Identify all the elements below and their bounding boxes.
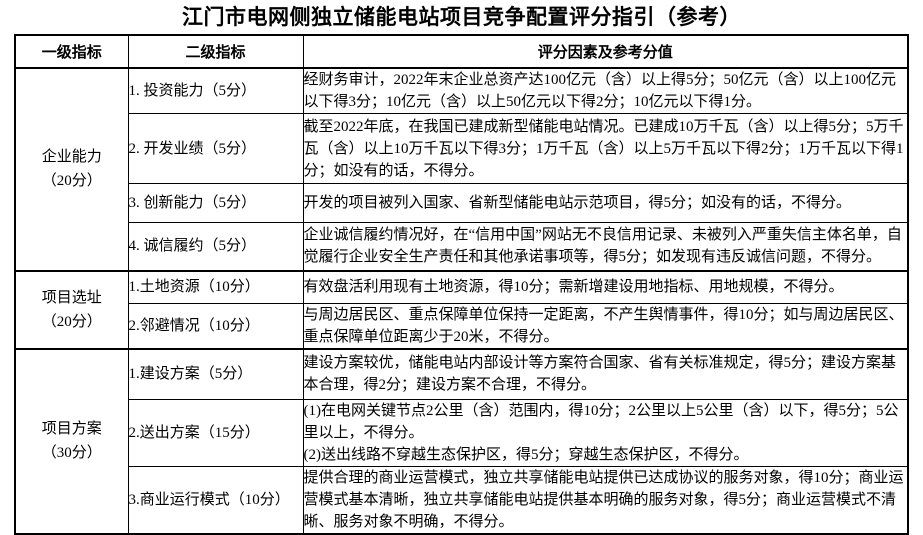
table-row: 2.邻避情况（10分） 与周边居民区、重点保障单位保持一定距离，不产生舆情事件，… bbox=[15, 303, 909, 350]
level1-name: 企业能力 bbox=[41, 149, 102, 166]
level2-cell: 2.邻避情况（10分） bbox=[127, 303, 304, 350]
level2-cell: 3.商业运行模式（10分） bbox=[127, 465, 304, 534]
table-row: 3.商业运行模式（10分） 提供合理的商业运营模式，独立共享储能电站提供已达成协… bbox=[15, 465, 909, 534]
table-row: 项目方案 （30分） 1.建设方案（5分） 建设方案较优，储能电站内部设计等方案… bbox=[14, 348, 909, 534]
table-header-row: 一级指标 二级指标 评分因素及参考分值 bbox=[14, 34, 909, 69]
level2-cell: 1. 投资能力（5分） bbox=[127, 67, 304, 114]
section-enterprise-capability: 企业能力 （20分） 1. 投资能力（5分） 经财务审计，2022年末企业总资产… bbox=[14, 67, 909, 271]
table-row: 4. 诚信履约（5分） 企业诚信履约情况好，在“信用中国”网站无不良信用记录、未… bbox=[15, 222, 909, 271]
criteria-cell: 经财务审计，2022年末企业总资产达100亿元（含）以上得5分；50亿元（含）以… bbox=[302, 67, 909, 114]
criteria-cell: 与周边居民区、重点保障单位保持一定距离，不产生舆情事件，得10分；如与周边居民区… bbox=[302, 303, 909, 350]
level1-cell: 企业能力 （20分） bbox=[14, 67, 129, 271]
header-level1: 一级指标 bbox=[14, 34, 129, 69]
criteria-cell: 开发的项目被列入国家、省新型储能电站示范项目，得5分；如没有的话，不得分。 bbox=[302, 183, 909, 223]
scoring-table: 一级指标 二级指标 评分因素及参考分值 企业能力 （20分） 1. 投资能力（5… bbox=[14, 34, 909, 535]
level2-cell: 1.土地资源（10分） bbox=[127, 270, 304, 304]
criteria-cell: 有效盘活利用现有土地资源，得10分；需新增建设用地指标、用地规模，不得分。 bbox=[302, 270, 909, 304]
level2-cell: 2. 开发业绩（5分） bbox=[127, 113, 304, 184]
level1-score: （20分） bbox=[41, 173, 102, 190]
table-row: 企业能力 （20分） 1. 投资能力（5分） 经财务审计，2022年末企业总资产… bbox=[14, 67, 909, 271]
criteria-cell: (1)在电网关键节点2公里（含）范围内，得10分；2公里以上5公里（含）以下，得… bbox=[302, 398, 909, 467]
level2-cell: 1.建设方案（5分） bbox=[127, 348, 304, 400]
table-row: 2. 开发业绩（5分） 截至2022年底，在我国已建成新型储能电站情况。已建成1… bbox=[15, 113, 909, 184]
level2-cell: 2.送出方案（15分） bbox=[127, 398, 304, 467]
section-project-siting: 项目选址 （20分） 1.土地资源（10分） 有效盘活利用现有土地资源，得10分… bbox=[14, 270, 909, 350]
level2-cell: 4. 诚信履约（5分） bbox=[127, 222, 304, 271]
section-project-plan: 项目方案 （30分） 1.建设方案（5分） 建设方案较优，储能电站内部设计等方案… bbox=[14, 348, 909, 534]
criteria-cell: 企业诚信履约情况好，在“信用中国”网站无不良信用记录、未被列入严重失信主体名单，… bbox=[302, 222, 909, 271]
level1-cell: 项目方案 （30分） bbox=[14, 348, 129, 534]
table-row: 2.送出方案（15分） (1)在电网关键节点2公里（含）范围内，得10分；2公里… bbox=[15, 398, 909, 467]
criteria-cell: 截至2022年底，在我国已建成新型储能电站情况。已建成10万千瓦（含）以上得5分… bbox=[302, 113, 909, 184]
header-criteria: 评分因素及参考分值 bbox=[302, 34, 909, 69]
criteria-cell: 建设方案较优，储能电站内部设计等方案符合国家、省有关标准规定，得5分；建设方案基… bbox=[302, 348, 909, 400]
table-row: 项目选址 （20分） 1.土地资源（10分） 有效盘活利用现有土地资源，得10分… bbox=[14, 270, 909, 350]
level1-name: 项目方案 bbox=[41, 421, 102, 438]
level1-cell: 项目选址 （20分） bbox=[14, 270, 129, 350]
level1-score: （30分） bbox=[41, 445, 102, 462]
level1-score: （20分） bbox=[41, 313, 102, 330]
page-title: 江门市电网侧独立储能电站项目竞争配置评分指引（参考） bbox=[182, 6, 741, 29]
header-level2: 二级指标 bbox=[127, 34, 304, 69]
table-row: 3. 创新能力（5分） 开发的项目被列入国家、省新型储能电站示范项目，得5分；如… bbox=[15, 183, 909, 223]
criteria-cell: 提供合理的商业运营模式，独立共享储能电站提供已达成协议的服务对象，得10分；商业… bbox=[302, 465, 909, 534]
level2-cell: 3. 创新能力（5分） bbox=[127, 183, 304, 223]
level1-name: 项目选址 bbox=[41, 289, 102, 306]
